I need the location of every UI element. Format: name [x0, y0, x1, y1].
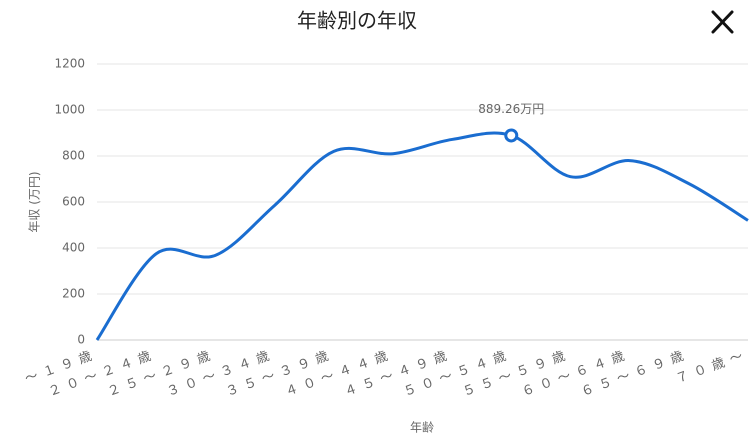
data-label: 889.26万円: [478, 102, 544, 116]
y-tick-label: 200: [62, 287, 85, 301]
series-line: [95, 131, 749, 341]
y-axis-label: 年収 (万円): [28, 171, 42, 232]
chart-title: 年齢別の年収: [297, 9, 417, 33]
y-tick-label: 800: [62, 149, 85, 163]
close-icon-stroke: [711, 10, 734, 34]
close-button[interactable]: [706, 6, 738, 38]
y-tick-label: 1200: [54, 57, 85, 71]
y-tick-label: 1000: [54, 103, 85, 117]
y-tick-label: 600: [62, 195, 85, 209]
y-tick-label: 400: [62, 241, 85, 255]
x-axis-label: 年齢: [410, 420, 434, 435]
highlight-point: [504, 128, 519, 143]
y-tick-label: 0: [77, 333, 85, 347]
